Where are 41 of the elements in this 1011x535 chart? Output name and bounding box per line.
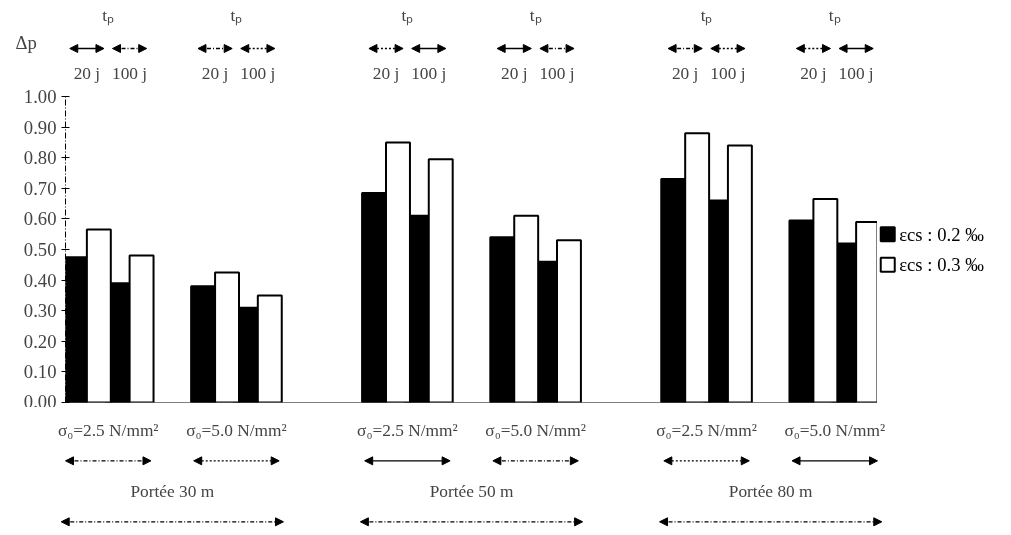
y-tick-label: 0.70 — [23, 177, 57, 199]
y-tick-label: 0.80 — [23, 147, 57, 169]
text: Portée 30 m — [130, 481, 215, 501]
y-tick-label: 0.20 — [23, 330, 57, 352]
y-tick-label: 0.50 — [23, 239, 57, 260]
text: Portée 50 m — [429, 481, 514, 501]
text: Portée 80 m — [728, 481, 814, 501]
x-tick-label: 100 j — [240, 63, 276, 83]
y-tick-label: 0.10 — [23, 361, 57, 383]
x-tick-label: 20 j — [501, 63, 528, 83]
text: σ₀=2.5 N/mm² — [57, 420, 159, 440]
x-tick-label: 100 j — [112, 63, 148, 83]
text: σ₀=2.5 N/mm² — [656, 420, 757, 440]
x-tick-label: 20 j — [73, 63, 101, 83]
text: σ₀=5.0 N/mm² — [784, 420, 886, 440]
x-tick-label: 20 j — [201, 63, 229, 83]
y-tick-label: 1.00 — [23, 86, 57, 107]
y-tick-label: 0.60 — [23, 208, 57, 230]
x-tick-label: 100 j — [838, 63, 874, 83]
y-axis-title: Δp — [15, 32, 37, 53]
y-tick-label: 0.40 — [23, 269, 57, 291]
x-tick-label: 20 j — [671, 63, 699, 83]
text: tₚ — [230, 6, 243, 26]
text: tₚ — [828, 6, 841, 26]
y-tick-label: 0.00 — [23, 390, 57, 412]
x-tick-label: 20 j — [800, 63, 827, 83]
text: tₚ — [529, 6, 542, 26]
x-tick-label: 100 j — [411, 63, 447, 83]
y-tick-label: 0.30 — [23, 300, 57, 322]
text: σ₀=5.0 N/mm² — [186, 420, 287, 440]
legend-label: εcs : 0.3 ‰ — [899, 254, 985, 276]
legend-label: εcs : 0.2 ‰ — [899, 223, 985, 245]
text: σ₀=2.5 N/mm² — [357, 420, 458, 440]
x-tick-label: 100 j — [539, 63, 575, 83]
y-tick-label: 0.90 — [23, 116, 57, 138]
x-tick-label: 100 j — [710, 63, 746, 83]
text: tₚ — [700, 6, 713, 26]
text: tₚ — [401, 6, 414, 26]
text: σ₀=5.0 N/mm² — [485, 420, 586, 440]
x-tick-label: 20 j — [372, 63, 400, 83]
text: tₚ — [102, 6, 115, 26]
